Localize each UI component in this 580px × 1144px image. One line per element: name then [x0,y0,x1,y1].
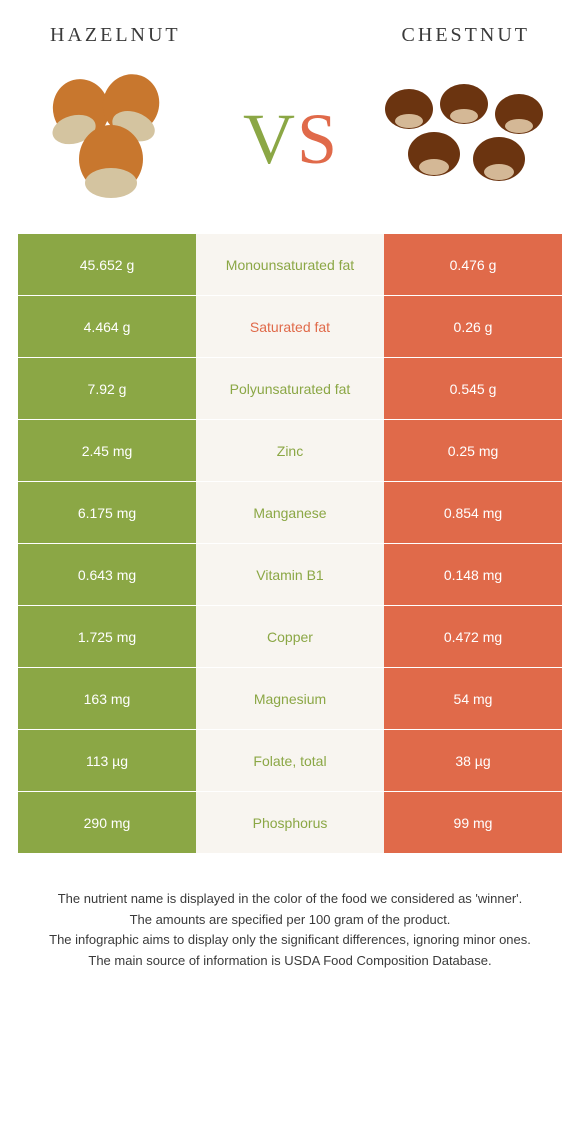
right-value-cell: 0.148 mg [384,544,562,606]
nutrient-label-cell: Saturated fat [196,296,384,358]
right-value-cell: 54 mg [384,668,562,730]
table-row: 6.175 mgManganese0.854 mg [18,482,562,544]
table-row: 1.725 mgCopper0.472 mg [18,606,562,668]
table-row: 290 mgPhosphorus99 mg [18,792,562,854]
left-value-cell: 6.175 mg [18,482,196,544]
nutrient-label-cell: Polyunsaturated fat [196,358,384,420]
footer-line-1: The nutrient name is displayed in the co… [30,889,550,909]
table-row: 4.464 gSaturated fat0.26 g [18,296,562,358]
table-row: 45.652 gMonounsaturated fat0.476 g [18,234,562,296]
right-value-cell: 0.854 mg [384,482,562,544]
vs-s-letter: S [297,103,337,175]
header: Hazelnut Chestnut [0,0,580,59]
nutrient-label-cell: Phosphorus [196,792,384,854]
hazelnut-image [18,69,213,209]
footer-line-4: The main source of information is USDA F… [30,951,550,971]
right-value-cell: 0.545 g [384,358,562,420]
images-row: V S [0,59,580,234]
nutrient-label-cell: Folate, total [196,730,384,792]
table-row: 2.45 mgZinc0.25 mg [18,420,562,482]
right-food-title: Chestnut [402,24,530,47]
left-food-title: Hazelnut [50,24,181,47]
vs-label: V S [243,103,337,175]
nutrient-label-cell: Vitamin B1 [196,544,384,606]
nutrient-label-cell: Zinc [196,420,384,482]
footer-notes: The nutrient name is displayed in the co… [0,854,580,991]
nutrient-label-cell: Monounsaturated fat [196,234,384,296]
left-value-cell: 0.643 mg [18,544,196,606]
chestnut-image [367,69,562,209]
left-value-cell: 4.464 g [18,296,196,358]
right-value-cell: 0.26 g [384,296,562,358]
nutrient-label-cell: Magnesium [196,668,384,730]
right-value-cell: 38 µg [384,730,562,792]
right-value-cell: 0.476 g [384,234,562,296]
nutrient-table: 45.652 gMonounsaturated fat0.476 g4.464 … [18,234,562,854]
table-row: 113 µgFolate, total38 µg [18,730,562,792]
left-value-cell: 7.92 g [18,358,196,420]
left-value-cell: 45.652 g [18,234,196,296]
right-value-cell: 0.25 mg [384,420,562,482]
left-value-cell: 2.45 mg [18,420,196,482]
right-value-cell: 0.472 mg [384,606,562,668]
left-value-cell: 113 µg [18,730,196,792]
nutrient-label-cell: Copper [196,606,384,668]
right-value-cell: 99 mg [384,792,562,854]
table-row: 163 mgMagnesium54 mg [18,668,562,730]
footer-line-2: The amounts are specified per 100 gram o… [30,910,550,930]
nutrient-label-cell: Manganese [196,482,384,544]
left-value-cell: 163 mg [18,668,196,730]
table-row: 0.643 mgVitamin B10.148 mg [18,544,562,606]
footer-line-3: The infographic aims to display only the… [30,930,550,950]
vs-v-letter: V [243,103,295,175]
left-value-cell: 1.725 mg [18,606,196,668]
table-row: 7.92 gPolyunsaturated fat0.545 g [18,358,562,420]
left-value-cell: 290 mg [18,792,196,854]
